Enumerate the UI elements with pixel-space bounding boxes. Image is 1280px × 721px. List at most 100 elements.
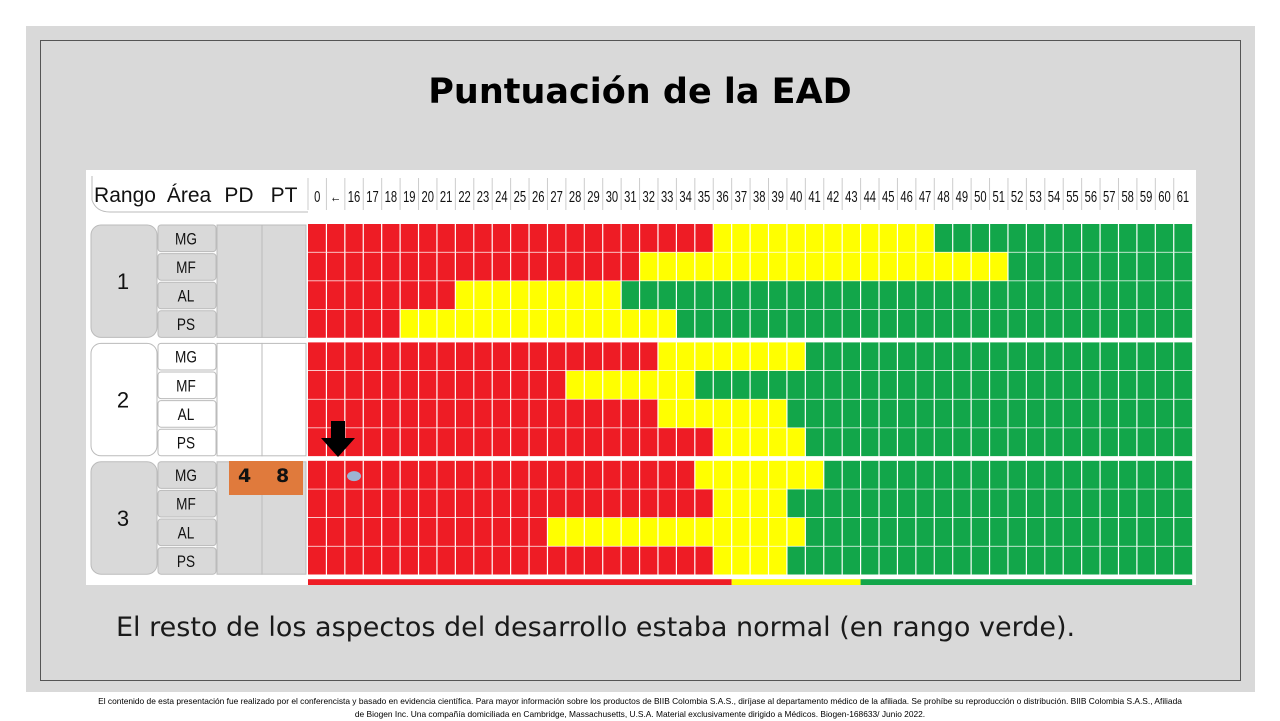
- column-label: 40: [790, 187, 803, 206]
- area-label: AL: [178, 287, 195, 306]
- area-cell: [157, 489, 217, 518]
- header-rango: Rango: [94, 184, 156, 207]
- column-label: 22: [458, 187, 470, 206]
- red-band: [308, 579, 732, 585]
- column-label: 20: [422, 187, 435, 206]
- yellow-band: [455, 281, 622, 310]
- rango-cell: [90, 461, 158, 575]
- column-label: 35: [698, 187, 711, 206]
- area-cell: [157, 342, 217, 371]
- red-band: [308, 309, 401, 339]
- column-label: 39: [771, 187, 784, 206]
- red-band: [308, 460, 695, 490]
- green-band: [805, 518, 1193, 547]
- ead-score-grid: Rango Área PD PT 0 ← 16 17 18 19 20 21 22 23 24 25 26 27 2…: [90, 176, 1193, 585]
- column-label: 60: [1158, 187, 1171, 206]
- column-label: 30: [606, 187, 619, 206]
- area-cell: [157, 281, 217, 310]
- legal-disclaimer: El contenido de esta presentación fue re…: [8, 695, 1272, 721]
- column-label: 43: [845, 187, 858, 206]
- area-label: PS: [177, 316, 195, 335]
- column-label: 61: [1177, 187, 1189, 206]
- column-label: 50: [974, 187, 987, 206]
- pd-cell: [216, 224, 263, 338]
- column-label: 18: [385, 187, 398, 206]
- disclaimer-line: El contenido de esta presentación fue re…: [98, 696, 1182, 706]
- yellow-band: [565, 371, 695, 400]
- area-cell: [157, 310, 217, 338]
- yellow-band: [657, 399, 787, 429]
- column-label: 58: [1121, 187, 1134, 206]
- column-label: 48: [937, 187, 950, 206]
- column-label: 34: [679, 187, 692, 206]
- area-cell: [157, 371, 217, 400]
- area-label: PS: [177, 553, 195, 572]
- red-band: [308, 342, 658, 371]
- column-label: 23: [477, 187, 490, 206]
- header-area: Área: [167, 184, 212, 207]
- yellow-band: [713, 428, 806, 457]
- slide-title: Puntuación de la EAD: [428, 72, 852, 112]
- rango-label: 1: [117, 269, 129, 294]
- rango-cell: [90, 342, 158, 457]
- column-label: 53: [1029, 187, 1042, 206]
- area-label: PS: [177, 434, 195, 453]
- rango-label: 3: [117, 506, 129, 531]
- pt-cell: [261, 342, 307, 457]
- rango-cell: [90, 224, 158, 338]
- area-cell: [157, 547, 217, 575]
- column-label: 52: [1011, 187, 1023, 206]
- column-label: 51: [993, 187, 1005, 206]
- column-label: 44: [864, 187, 877, 206]
- column-label: 33: [661, 187, 674, 206]
- column-label: 38: [753, 187, 766, 206]
- column-label: 55: [1066, 187, 1079, 206]
- area-label: MG: [175, 467, 197, 486]
- column-label: 36: [716, 187, 729, 206]
- column-label: 47: [919, 187, 931, 206]
- red-band: [308, 518, 548, 547]
- area-label: MG: [175, 230, 197, 249]
- header-pt: PT: [271, 184, 298, 207]
- header-border: [91, 176, 308, 213]
- green-band: [621, 281, 1193, 310]
- column-label: 31: [624, 187, 636, 206]
- area-label: AL: [178, 406, 195, 425]
- green-band: [805, 428, 1193, 457]
- area-label: MF: [176, 377, 196, 396]
- header-pd: PD: [224, 184, 253, 207]
- area-cell: [157, 253, 217, 281]
- arrow-down-icon: [321, 421, 355, 457]
- column-label: 59: [1140, 187, 1153, 206]
- column-label: 56: [1085, 187, 1098, 206]
- column-label: 25: [514, 187, 527, 206]
- column-label: 57: [1103, 187, 1115, 206]
- column-label: 45: [882, 187, 895, 206]
- disclaimer-line: de Biogen Inc. Una compañía domiciliada …: [354, 709, 926, 719]
- column-label: 42: [827, 187, 839, 206]
- pd-score: 4: [238, 465, 252, 487]
- column-label: 41: [808, 187, 820, 206]
- column-label: 49: [956, 187, 969, 206]
- area-cell: [157, 518, 217, 547]
- yellow-band: [731, 579, 861, 585]
- column-label: 37: [735, 187, 747, 206]
- column-label: 24: [495, 187, 508, 206]
- score-marker: [347, 471, 362, 482]
- ead-score-table: Rango Área PD PT 0 ← 16 17 18 19 20 21 22 23 24 25 26 27 2…: [86, 170, 1196, 585]
- column-label: 27: [550, 187, 562, 206]
- column-label: 26: [532, 187, 545, 206]
- column-label: 29: [587, 187, 600, 206]
- column-label: 0: [314, 187, 320, 206]
- column-label: 32: [643, 187, 655, 206]
- pt-score: 8: [276, 465, 290, 487]
- area-label: AL: [178, 524, 195, 543]
- green-band: [694, 371, 1193, 400]
- green-band: [860, 579, 1193, 585]
- area-label: MF: [176, 495, 196, 514]
- yellow-band: [694, 460, 824, 490]
- red-band: [308, 399, 658, 429]
- rango-label: 2: [117, 388, 129, 413]
- area-cell: [157, 428, 217, 457]
- slide-frame: [40, 40, 1241, 681]
